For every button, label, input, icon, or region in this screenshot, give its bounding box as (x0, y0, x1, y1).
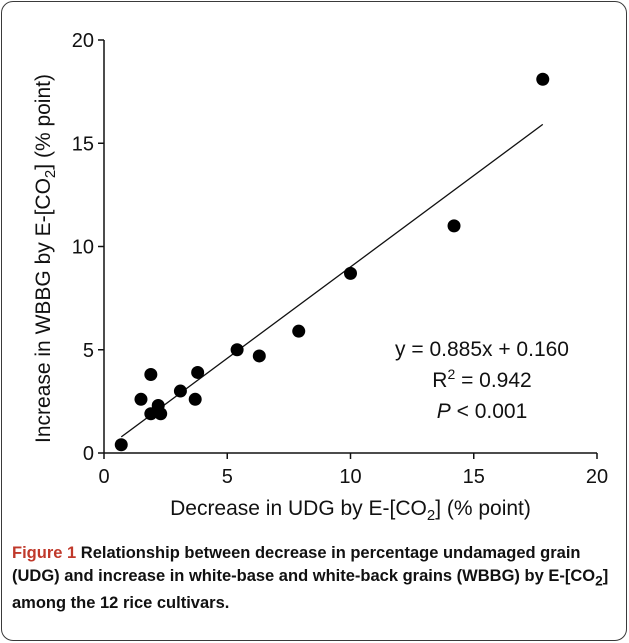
scatter-chart: 0 5 10 15 20 0 5 10 15 20 Decrease in UDG by E-[C… (32, 30, 608, 524)
p-value-symbol: P (437, 400, 451, 423)
r-squared-value: = 0.942 (455, 369, 531, 392)
data-point (188, 392, 202, 406)
figure-caption: Figure 1 Relationship between decrease i… (12, 542, 612, 615)
data-point (154, 407, 168, 421)
data-point (114, 438, 128, 452)
x-axis-title-sub: 2 (427, 507, 435, 524)
r-squared-text: R2 = 0.942 (432, 366, 531, 392)
y-axis-title-sub: 2 (42, 170, 59, 178)
x-axis-title-end: ] (% point) (435, 497, 531, 520)
x-tick-label: 20 (586, 466, 608, 488)
x-tick-label: 10 (339, 466, 361, 488)
data-point (191, 365, 205, 379)
y-axis-title: Increase in WBBG by E-[CO2] (% point) (32, 74, 59, 443)
p-value-value: < 0.001 (451, 400, 527, 423)
data-point (344, 266, 357, 280)
regression-annotation: y = 0.885x + 0.160 R2 = 0.942 P < 0.001 (395, 338, 569, 423)
data-point (144, 368, 158, 382)
caption-subscript: 2 (595, 573, 603, 589)
y-tick-label: 5 (83, 340, 94, 362)
y-tick-label: 15 (72, 133, 94, 155)
y-tick-label: 20 (72, 30, 94, 52)
x-tick-label: 0 (98, 466, 109, 488)
p-value-text: P < 0.001 (437, 400, 528, 423)
x-tick-label: 5 (222, 466, 233, 488)
caption-label: Figure 1 (12, 544, 77, 562)
data-point (230, 343, 244, 357)
y-axis-title-main: Increase in WBBG by E-[CO (32, 178, 55, 443)
data-point (144, 407, 158, 421)
data-point (292, 324, 306, 338)
equation-text: y = 0.885x + 0.160 (395, 338, 569, 361)
x-tick-label: 15 (463, 466, 485, 488)
r-squared-superscript: 2 (447, 366, 455, 382)
data-points (114, 72, 550, 452)
data-point (134, 392, 148, 406)
regression-line (120, 123, 544, 438)
data-point (447, 219, 461, 233)
caption-text-end: ] among the 12 rice cultivars. (12, 567, 609, 613)
y-axis-title-end: ] (% point) (32, 74, 55, 170)
ticks: 0 5 10 15 20 0 5 10 15 20 (72, 30, 608, 488)
data-point (536, 72, 550, 86)
caption-text: Relationship between decrease in percent… (12, 544, 596, 585)
data-point (252, 349, 266, 363)
y-tick-label: 10 (72, 237, 94, 259)
r-squared-symbol: R (432, 369, 447, 392)
x-axis-title-main: Decrease in UDG by E-[CO (170, 497, 427, 520)
x-axis-title: Decrease in UDG by E-[CO2] (% point) (170, 497, 531, 524)
y-tick-label: 0 (83, 443, 94, 465)
data-point (173, 384, 187, 398)
